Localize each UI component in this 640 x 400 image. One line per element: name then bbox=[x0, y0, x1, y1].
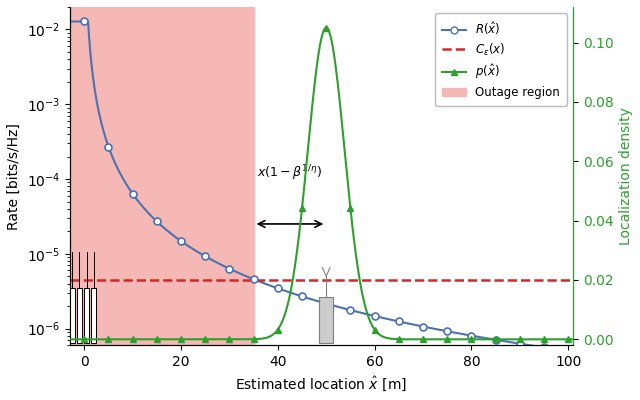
Text: $x(1-\beta^{1/\eta})$: $x(1-\beta^{1/\eta})$ bbox=[257, 164, 323, 183]
Bar bbox=[70, 7, 253, 345]
Y-axis label: Rate [bits/s/Hz]: Rate [bits/s/Hz] bbox=[7, 123, 21, 230]
X-axis label: Estimated location $\hat{x}$ [m]: Estimated location $\hat{x}$ [m] bbox=[236, 374, 407, 393]
Bar bbox=[92, 288, 97, 343]
Bar bbox=[77, 288, 82, 343]
Y-axis label: Localization density: Localization density bbox=[619, 107, 633, 245]
Legend: $R(\hat{x})$, $C_\epsilon(x)$, $p(\hat{x})$, Outage region: $R(\hat{x})$, $C_\epsilon(x)$, $p(\hat{x… bbox=[435, 13, 567, 106]
Bar bbox=[319, 297, 333, 343]
Bar bbox=[84, 288, 89, 343]
Bar bbox=[70, 288, 74, 343]
